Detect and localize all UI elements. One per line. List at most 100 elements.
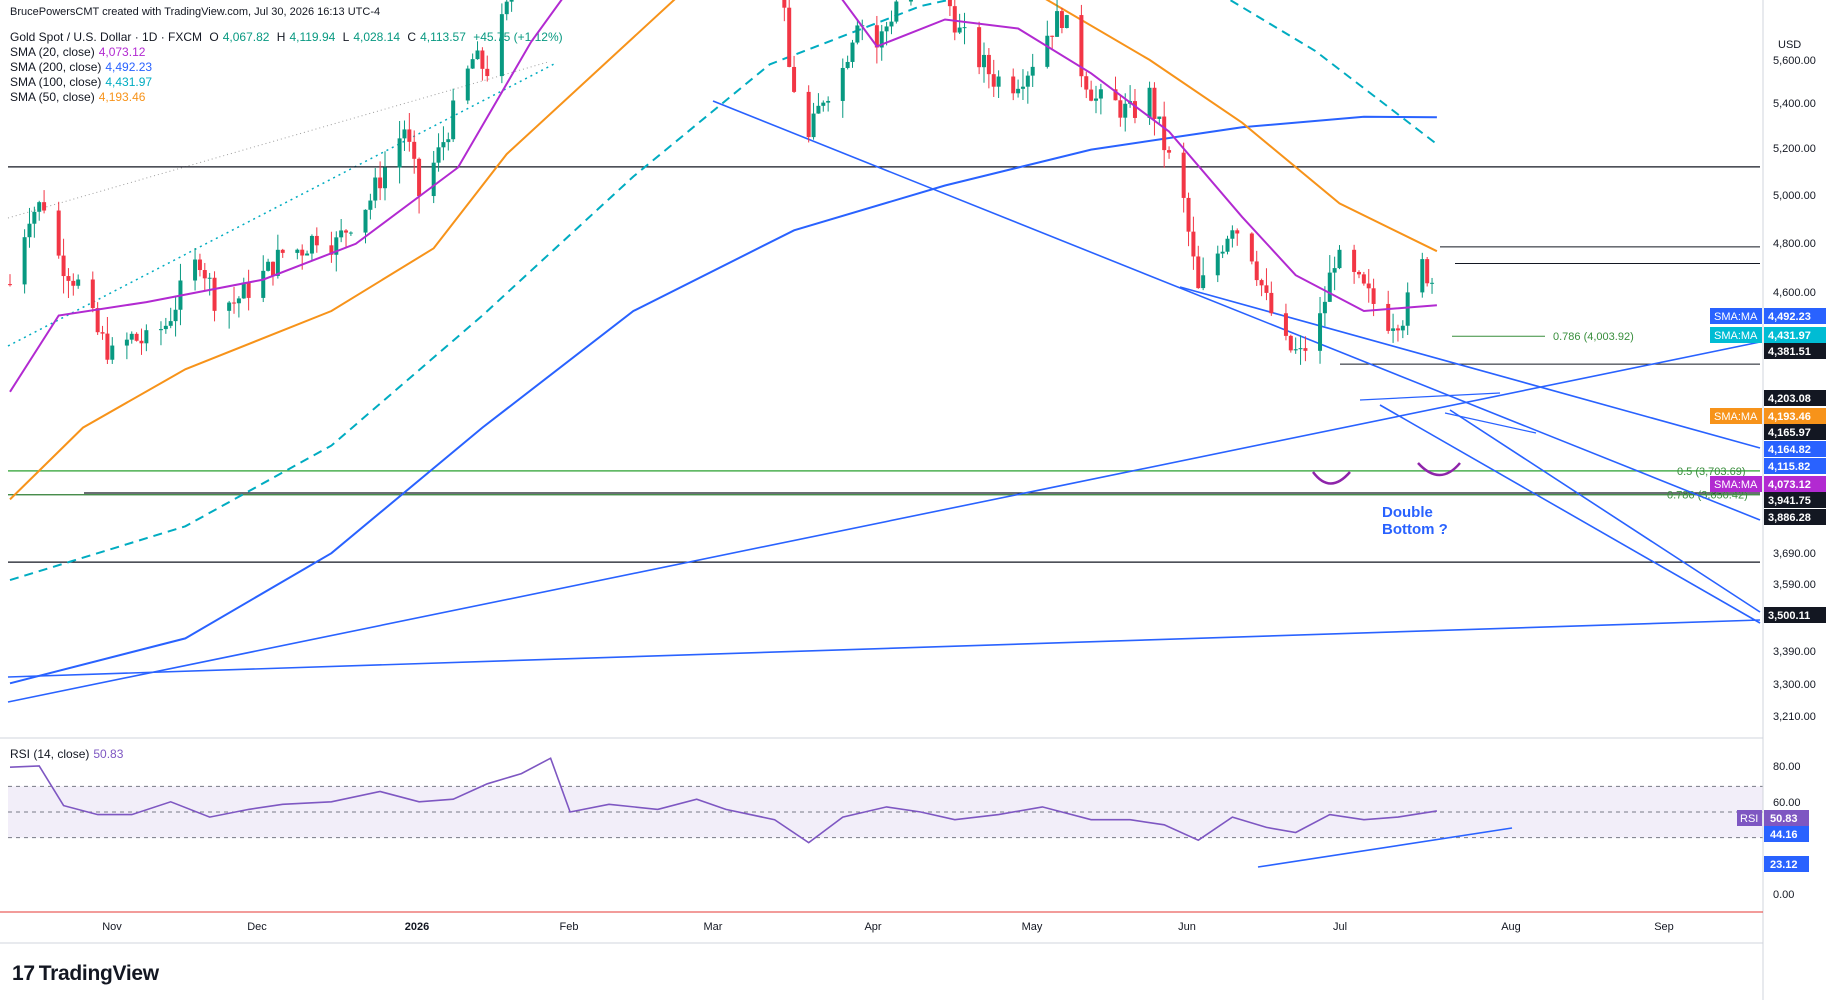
fib-label: 0.786 (3,650.42)	[1667, 490, 1748, 502]
candle-body	[334, 237, 339, 255]
candle-body	[37, 202, 42, 212]
currency-label: USD	[1778, 39, 1801, 51]
tradingview-logo-text: TradingView	[38, 962, 159, 985]
close-label: C	[407, 30, 417, 44]
price-axis[interactable]: 5,600.00 5,400.00 5,200.00 5,000.00 4,800.00…	[1710, 0, 1826, 1000]
candle-body	[373, 177, 378, 201]
sma50-line	[9, 0, 1438, 501]
candle-body	[412, 141, 417, 159]
candle-body	[158, 329, 163, 331]
tradingview-logo[interactable]: 17 TradingView	[12, 962, 159, 986]
candle-body	[241, 282, 246, 299]
candle-body	[957, 27, 962, 33]
candle-body	[1235, 230, 1240, 234]
price-tick-label: 3,690.00	[1773, 548, 1816, 560]
candle-body	[1123, 103, 1128, 118]
candle-body	[1395, 328, 1400, 331]
candle-body	[1050, 35, 1055, 37]
time-tick-label: Aug	[1501, 921, 1521, 933]
time-tick-label: Sep	[1654, 921, 1674, 933]
price-label-tag-text: SMA:MA	[1714, 330, 1758, 342]
candle-body	[1332, 268, 1337, 273]
price-label-tag-text: SMA:MA	[1714, 411, 1758, 423]
candle-body	[465, 68, 470, 101]
candle-body	[1045, 35, 1050, 67]
indicator-value: 4,431.97	[105, 75, 153, 89]
price-tick-label: 3,210.00	[1773, 711, 1816, 723]
candle-body	[908, 0, 913, 2]
trend-line	[712, 100, 1761, 521]
candle-body	[475, 50, 480, 60]
candle-body	[1225, 238, 1230, 252]
candle-body	[889, 21, 894, 27]
dotted-trend-line-cyan	[7, 62, 557, 347]
price-label-value: 4,193.46	[1768, 411, 1811, 423]
candle-body	[855, 25, 860, 43]
candle-body	[1098, 89, 1103, 99]
candle-body	[1220, 251, 1225, 254]
candle-body	[105, 333, 110, 360]
candle-body	[845, 61, 850, 68]
rsi-pane	[8, 757, 1763, 868]
candle-body	[1386, 303, 1391, 331]
price-tick-label: 3,300.00	[1773, 679, 1816, 691]
candle-body	[1215, 253, 1220, 276]
price-label-tag	[1710, 408, 1762, 424]
price-label-badge	[1764, 458, 1826, 474]
rsi-value: 50.83	[93, 747, 124, 761]
candle-body	[1293, 349, 1298, 351]
price-label-value: 3,941.75	[1768, 495, 1811, 507]
rsi-label-badge	[1764, 810, 1809, 826]
candle-body	[1420, 259, 1425, 293]
price-label-value: 4,115.82	[1768, 461, 1810, 473]
candle-body	[1318, 313, 1323, 351]
candle-body	[811, 113, 816, 138]
time-tick-label: Jun	[1178, 921, 1196, 933]
rsi-legend: RSI (14, close) 50.83	[10, 747, 127, 761]
rsi-label-value: 44.16	[1770, 829, 1798, 841]
candle-body	[1132, 101, 1137, 118]
price-label-badge	[1764, 408, 1826, 424]
time-tick-label: May	[1022, 921, 1043, 933]
candle-body	[368, 200, 373, 210]
price-label-badge	[1764, 476, 1826, 492]
candle-body	[339, 230, 344, 238]
candle-body	[1327, 272, 1332, 302]
time-axis[interactable]: Nov Dec 2026 Feb Mar Apr May Jun Jul Aug Sep	[0, 911, 1763, 944]
candle-body	[139, 340, 144, 344]
rsi-line	[9, 757, 1438, 844]
price-label-badge	[1764, 509, 1826, 525]
candle-body	[1201, 275, 1206, 289]
candle-body	[1400, 325, 1405, 331]
candle-body	[1186, 197, 1191, 232]
time-tick-label: Apr	[864, 921, 881, 933]
candle-body	[470, 59, 475, 69]
candle-body	[874, 25, 879, 48]
indicator-name: SMA (200, close)	[10, 60, 102, 74]
candle-body	[1259, 280, 1264, 286]
candle-body	[129, 333, 134, 340]
candle-body	[305, 253, 310, 256]
double-bottom-arc	[1311, 471, 1351, 485]
candle-body	[76, 279, 81, 286]
candle-body	[134, 333, 139, 341]
time-tick-label: Dec	[247, 921, 267, 933]
candle-body	[1059, 11, 1064, 28]
candle-body	[280, 249, 285, 253]
rsi-tag	[1737, 810, 1762, 826]
candle-body	[163, 325, 168, 330]
candle-body	[1298, 348, 1303, 350]
candle-body	[1361, 274, 1366, 284]
dotted-trend-line-grey	[7, 61, 549, 219]
candle-body	[1094, 98, 1099, 101]
indicator-name: SMA (20, close)	[10, 45, 95, 59]
price-tick-label: 4,800.00	[1773, 238, 1816, 250]
candle-body	[821, 102, 826, 106]
candle-body	[295, 249, 300, 253]
candle-body	[1020, 86, 1025, 89]
candle-body	[1371, 288, 1376, 304]
candle-body	[947, 0, 952, 7]
rsi-label-badge	[1764, 826, 1809, 842]
candle-body	[485, 68, 490, 77]
